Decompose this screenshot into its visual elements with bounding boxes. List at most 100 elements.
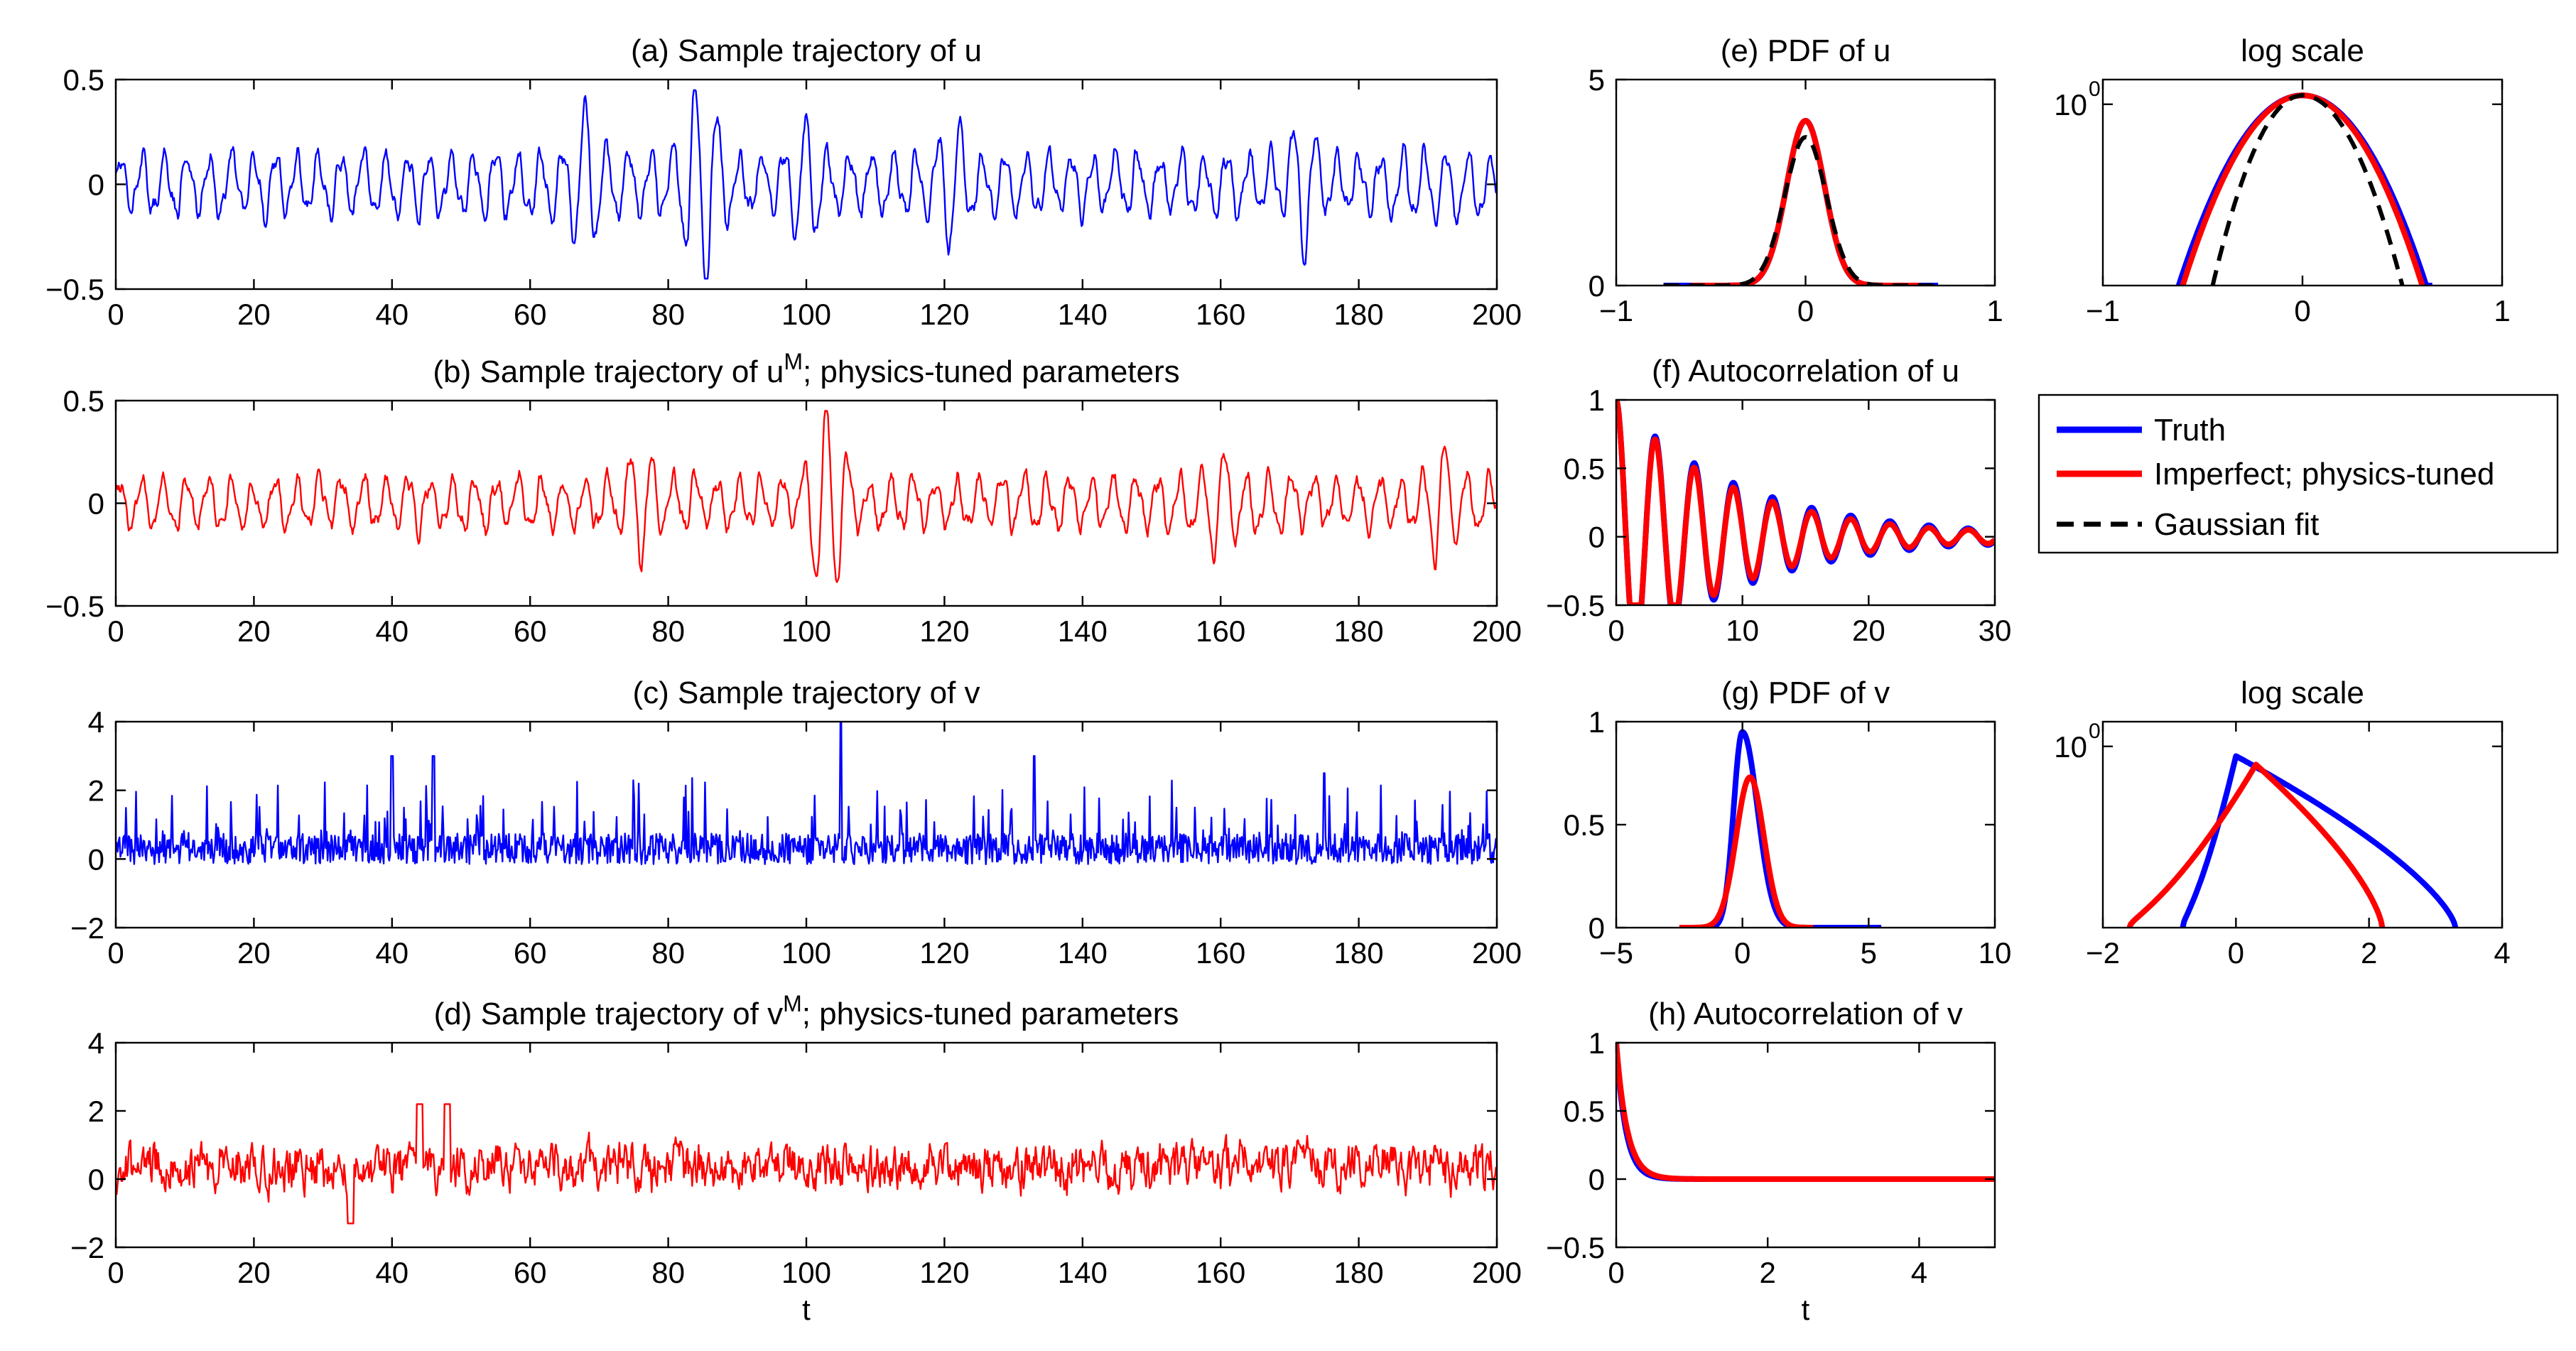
xtick-label-g_log-3: 4 (2494, 936, 2510, 970)
xtick-label-b-0: 0 (107, 614, 124, 648)
ytick-exp-e_log: 0 (2089, 77, 2101, 101)
title-f: (f) Autocorrelation of u (1652, 354, 1959, 389)
axes-a: 0 20 40 60 80 100 120 140 160 180 200−0.500.5(a) S… (45, 33, 1522, 331)
xtick-label-b-10: 200 (1472, 614, 1522, 648)
ytick-label-b-1: 0 (88, 487, 104, 521)
xtick-label-b-4: 80 (651, 614, 685, 648)
title-e_log: log scale (2241, 33, 2364, 68)
ytick-label-c-0: −2 (70, 911, 104, 945)
xtick-label-g-0: −5 (1599, 936, 1633, 970)
xtick-label-a-4: 80 (651, 298, 685, 331)
legend-gaussian-label: Gaussian fit (2154, 507, 2319, 542)
ytick-label-c-1: 0 (88, 842, 104, 876)
xtick-label-c-1: 20 (237, 936, 271, 970)
xtick-label-g_log-2: 2 (2361, 936, 2377, 970)
xtick-label-d-0: 0 (107, 1256, 124, 1289)
xtick-label-g-2: 5 (1861, 936, 1877, 970)
xtick-label-g-3: 10 (1979, 936, 2012, 970)
xtick-label-b-1: 20 (237, 614, 271, 648)
xtick-label-b-7: 140 (1058, 614, 1108, 648)
xtick-label-d-1: 20 (237, 1256, 271, 1289)
title-g_log: log scale (2241, 676, 2364, 710)
xtick-label-b-5: 100 (781, 614, 831, 648)
xtick-label-d-6: 120 (919, 1256, 969, 1289)
xtick-label-c-4: 80 (651, 936, 685, 970)
xtick-label-a-0: 0 (107, 298, 124, 331)
series-b-0 (116, 410, 1497, 583)
xtick-label-h-2: 4 (1911, 1256, 1927, 1289)
title-d: (d) Sample trajectory of vM; physics-tun… (434, 991, 1179, 1031)
series-h-1 (1616, 1043, 1995, 1182)
ytick-label-c-2: 2 (88, 774, 104, 808)
ytick-label-b-0: −0.5 (45, 590, 104, 623)
ytick-label-g-0: 0 (1589, 911, 1605, 945)
series-d-0 (116, 1103, 1497, 1225)
xtick-label-d-8: 160 (1196, 1256, 1245, 1289)
legend-truth-label: Truth (2154, 413, 2226, 447)
xtick-label-e-1: 0 (1797, 294, 1814, 327)
title-h: (h) Autocorrelation of v (1648, 997, 1963, 1031)
xtick-label-d-5: 100 (781, 1256, 831, 1289)
xtick-label-f-3: 30 (1979, 614, 2012, 647)
xtick-label-a-9: 180 (1334, 298, 1384, 331)
xtick-label-b-9: 180 (1334, 614, 1384, 648)
ytick-label-e-0: 0 (1589, 269, 1605, 303)
xtick-label-e-0: −1 (1599, 294, 1633, 327)
ytick-label-a-0: −0.5 (45, 273, 104, 306)
xtick-label-d-3: 60 (514, 1256, 547, 1289)
title-a: (a) Sample trajectory of u (631, 33, 982, 68)
ytick-label-f-0: −0.5 (1546, 589, 1605, 622)
xtick-label-g_log-1: 0 (2228, 936, 2244, 970)
ytick-label-f-3: 1 (1589, 384, 1605, 417)
xtick-label-g-1: 0 (1734, 936, 1750, 970)
series-g_log-0 (2180, 753, 2459, 928)
xtick-label-c-8: 160 (1196, 936, 1245, 970)
ytick-label-g-1: 0.5 (1564, 808, 1605, 842)
xtick-label-c-0: 0 (107, 936, 124, 970)
xtick-label-h-0: 0 (1608, 1256, 1624, 1289)
title-g: (g) PDF of v (1721, 676, 1890, 710)
ytick-label-a-1: 0 (88, 168, 104, 202)
series-a-0 (116, 89, 1497, 280)
series-e-2 (1662, 135, 1939, 286)
xtick-label-a-1: 20 (237, 298, 271, 331)
xtick-label-a-7: 140 (1058, 298, 1108, 331)
axes-f: 0 10 20 30−0.500.51(f) Autocorrelation of u (1546, 354, 2011, 647)
xtick-label-c-2: 40 (375, 936, 408, 970)
ytick-label-d-2: 2 (88, 1095, 104, 1128)
axes-e: −1 0 105(e) PDF of u (1589, 33, 2003, 327)
frame-g_log (2101, 720, 2504, 929)
title-b: (b) Sample trajectory of uM; physics-tun… (433, 349, 1179, 389)
xtick-label-d-9: 180 (1334, 1256, 1384, 1289)
ytick-label-h-3: 1 (1589, 1026, 1605, 1060)
ytick-label-e-1: 5 (1589, 63, 1605, 97)
ytick-label-g_log-0: 10 (2054, 730, 2087, 764)
ytick-label-d-1: 0 (88, 1163, 104, 1196)
frame-h (1615, 1041, 1996, 1249)
xtick-label-b-3: 60 (514, 614, 547, 648)
title-c: (c) Sample trajectory of v (632, 676, 980, 710)
ytick-label-d-3: 4 (88, 1026, 104, 1060)
xtick-label-a-5: 100 (781, 298, 831, 331)
ytick-label-b-2: 0.5 (63, 384, 104, 418)
xtick-label-g_log-0: −2 (2086, 936, 2120, 970)
series-c-0 (116, 722, 1497, 865)
frame-f (1615, 398, 1996, 607)
xtick-label-d-7: 140 (1058, 1256, 1108, 1289)
xtick-label-f-0: 0 (1608, 614, 1624, 647)
legend: Truth Imperfect; physics-tuned Gaussian … (2037, 394, 2559, 554)
xtick-label-a-3: 60 (514, 298, 547, 331)
ytick-label-f-1: 0 (1589, 521, 1605, 554)
xtick-label-a-10: 200 (1472, 298, 1522, 331)
xtick-label-c-7: 140 (1058, 936, 1108, 970)
xtick-label-d-10: 200 (1472, 1256, 1522, 1289)
ytick-label-h-1: 0 (1589, 1163, 1605, 1196)
xtick-label-a-8: 160 (1196, 298, 1245, 331)
axes-b: 0 20 40 60 80 100 120 140 160 180 200−0.500.5(b) S… (45, 349, 1522, 648)
ytick-label-g-2: 1 (1589, 705, 1605, 739)
